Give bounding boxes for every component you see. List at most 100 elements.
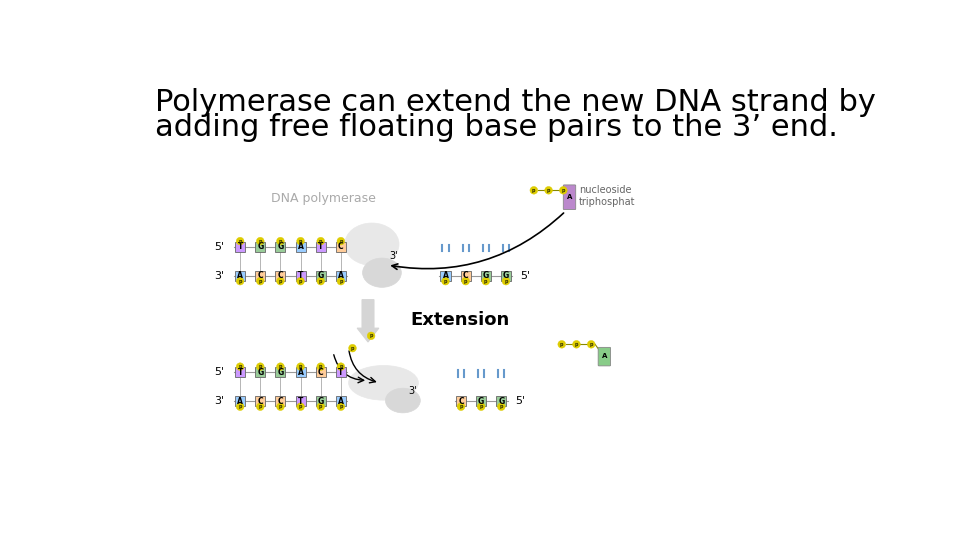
Text: A: A bbox=[602, 353, 607, 359]
Circle shape bbox=[560, 186, 567, 194]
Circle shape bbox=[297, 278, 304, 285]
FancyBboxPatch shape bbox=[235, 241, 245, 252]
Text: p: p bbox=[238, 279, 242, 284]
Text: G: G bbox=[503, 271, 509, 280]
FancyBboxPatch shape bbox=[255, 241, 265, 252]
FancyBboxPatch shape bbox=[255, 271, 265, 281]
Circle shape bbox=[348, 345, 356, 352]
Text: p: p bbox=[589, 342, 593, 347]
Text: G: G bbox=[478, 397, 484, 406]
Circle shape bbox=[544, 186, 552, 194]
FancyBboxPatch shape bbox=[501, 271, 511, 281]
Text: G: G bbox=[483, 271, 489, 280]
Circle shape bbox=[236, 278, 244, 285]
Circle shape bbox=[572, 340, 581, 348]
Text: Polymerase can extend the new DNA strand by: Polymerase can extend the new DNA strand… bbox=[155, 88, 876, 117]
Circle shape bbox=[337, 278, 345, 285]
Circle shape bbox=[482, 278, 490, 285]
Text: G: G bbox=[257, 368, 263, 376]
Circle shape bbox=[297, 403, 304, 410]
Ellipse shape bbox=[363, 258, 401, 287]
Text: adding free floating base pairs to the 3’ end.: adding free floating base pairs to the 3… bbox=[155, 112, 838, 141]
Circle shape bbox=[236, 237, 244, 245]
FancyBboxPatch shape bbox=[276, 271, 285, 281]
Text: C: C bbox=[318, 368, 324, 376]
Text: T: T bbox=[298, 271, 303, 280]
FancyBboxPatch shape bbox=[316, 396, 325, 406]
Text: G: G bbox=[277, 242, 283, 251]
Text: p: p bbox=[278, 239, 282, 244]
Circle shape bbox=[337, 403, 345, 410]
Text: p: p bbox=[299, 404, 302, 409]
Circle shape bbox=[276, 278, 284, 285]
FancyBboxPatch shape bbox=[235, 396, 245, 406]
Circle shape bbox=[236, 363, 244, 370]
Text: p: p bbox=[370, 333, 372, 339]
FancyBboxPatch shape bbox=[276, 367, 285, 377]
Text: G: G bbox=[318, 397, 324, 406]
FancyBboxPatch shape bbox=[296, 241, 305, 252]
Circle shape bbox=[276, 403, 284, 410]
Circle shape bbox=[317, 363, 324, 370]
Ellipse shape bbox=[345, 223, 399, 265]
Text: p: p bbox=[499, 404, 503, 409]
Text: p: p bbox=[562, 188, 565, 193]
Circle shape bbox=[530, 186, 538, 194]
Text: C: C bbox=[458, 397, 464, 406]
FancyBboxPatch shape bbox=[316, 241, 325, 252]
Circle shape bbox=[497, 403, 505, 410]
Text: p: p bbox=[339, 279, 343, 284]
Text: p: p bbox=[575, 342, 578, 347]
FancyBboxPatch shape bbox=[456, 396, 466, 406]
Text: A: A bbox=[237, 397, 243, 406]
Text: C: C bbox=[277, 271, 283, 280]
Text: G: G bbox=[498, 397, 504, 406]
Circle shape bbox=[317, 403, 324, 410]
Text: T: T bbox=[237, 242, 243, 251]
Text: p: p bbox=[238, 239, 242, 244]
Text: A: A bbox=[338, 397, 344, 406]
FancyBboxPatch shape bbox=[564, 185, 576, 210]
Circle shape bbox=[477, 403, 485, 410]
Text: p: p bbox=[339, 364, 343, 369]
Text: p: p bbox=[299, 279, 302, 284]
Circle shape bbox=[276, 363, 284, 370]
Text: G: G bbox=[318, 271, 324, 280]
Text: p: p bbox=[350, 346, 354, 350]
FancyBboxPatch shape bbox=[441, 271, 450, 281]
Circle shape bbox=[297, 237, 304, 245]
Text: p: p bbox=[464, 279, 468, 284]
Text: p: p bbox=[560, 342, 564, 347]
Text: A: A bbox=[298, 242, 303, 251]
Text: p: p bbox=[258, 279, 262, 284]
FancyBboxPatch shape bbox=[235, 271, 245, 281]
FancyBboxPatch shape bbox=[598, 347, 611, 366]
Text: G: G bbox=[257, 242, 263, 251]
Text: p: p bbox=[258, 404, 262, 409]
Text: p: p bbox=[484, 279, 488, 284]
Text: A: A bbox=[237, 271, 243, 280]
Text: p: p bbox=[278, 279, 282, 284]
Circle shape bbox=[462, 278, 469, 285]
Text: p: p bbox=[444, 279, 447, 284]
FancyBboxPatch shape bbox=[481, 271, 491, 281]
Circle shape bbox=[256, 363, 264, 370]
Text: 3': 3' bbox=[408, 386, 417, 395]
FancyBboxPatch shape bbox=[461, 271, 470, 281]
Circle shape bbox=[297, 363, 304, 370]
Text: p: p bbox=[319, 404, 323, 409]
FancyBboxPatch shape bbox=[336, 367, 346, 377]
Text: p: p bbox=[278, 404, 282, 409]
Circle shape bbox=[368, 332, 375, 340]
Circle shape bbox=[588, 340, 595, 348]
Circle shape bbox=[337, 363, 345, 370]
Text: T: T bbox=[298, 397, 303, 406]
Circle shape bbox=[256, 403, 264, 410]
FancyBboxPatch shape bbox=[336, 271, 346, 281]
Text: p: p bbox=[258, 239, 262, 244]
Text: p: p bbox=[547, 188, 550, 193]
Text: A: A bbox=[338, 271, 344, 280]
FancyBboxPatch shape bbox=[296, 396, 305, 406]
Circle shape bbox=[276, 237, 284, 245]
Text: C: C bbox=[338, 242, 344, 251]
